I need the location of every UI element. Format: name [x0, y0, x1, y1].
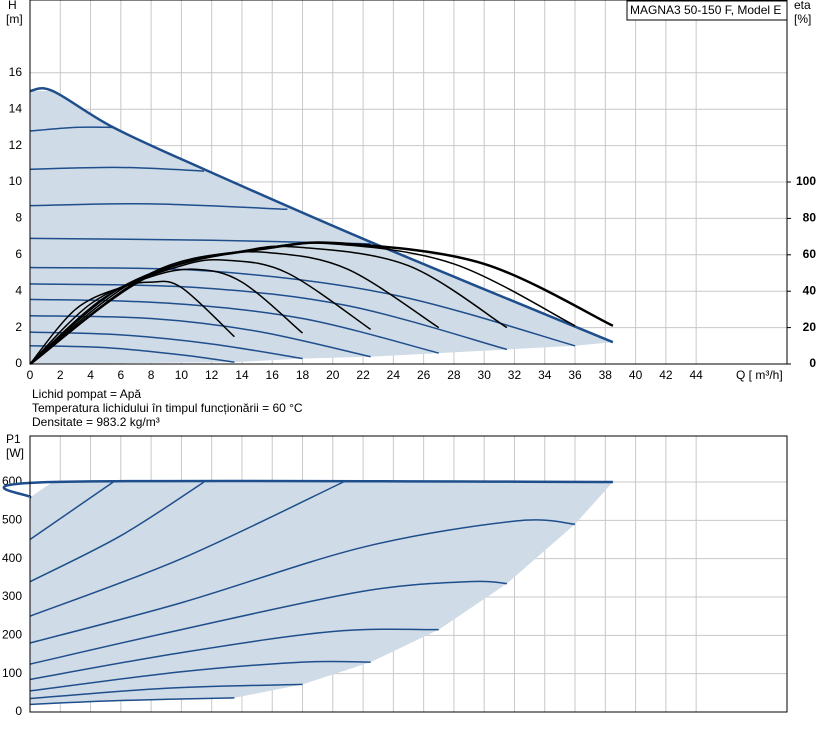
y-tick-label: 200 [2, 628, 22, 642]
efficiency-curve [29, 241, 614, 366]
pump-curve [29, 126, 114, 132]
x-tick-label: 6 [117, 368, 124, 382]
annotation: Densitate = 983.2 kg/m³ [32, 415, 160, 429]
x-tick-label: 8 [148, 368, 155, 382]
y-unit: [W] [6, 446, 24, 460]
annotation: Lichid pompat = Apă [32, 387, 141, 401]
x-tick-label: 30 [478, 368, 492, 382]
x-tick-label: 26 [417, 368, 431, 382]
y-tick-label: 16 [9, 65, 23, 79]
y2-tick-label: 0 [809, 356, 816, 370]
x-tick-label: 10 [175, 368, 189, 382]
x-tick-label: 2 [57, 368, 64, 382]
x-tick-label: 36 [568, 368, 582, 382]
x-tick-label: 18 [296, 368, 310, 382]
x-tick-label: 4 [87, 368, 94, 382]
y-tick-label: 10 [9, 174, 23, 188]
x-tick-label: 32 [508, 368, 522, 382]
x-tick-label: 38 [599, 368, 613, 382]
y2-tick-label: 60 [803, 247, 817, 261]
y-tick-label: 14 [9, 101, 23, 115]
chart-title: MAGNA3 50-150 F, Model E [630, 3, 781, 17]
plot-frame [29, 0, 788, 365]
x-tick-label: 16 [266, 368, 280, 382]
x-tick-label: 28 [447, 368, 461, 382]
y-tick-label: 4 [15, 283, 22, 297]
y-tick-label: 12 [9, 138, 23, 152]
x-tick-label: 42 [659, 368, 673, 382]
pump-curve [29, 683, 303, 700]
y2-tick-label: 100 [796, 174, 816, 188]
y-unit: [m] [6, 12, 23, 26]
y2-label: eta [794, 0, 811, 12]
pump-curve [29, 481, 114, 541]
pump-curve [29, 660, 371, 692]
pump-curve [29, 697, 235, 706]
x-tick-label: 20 [326, 368, 340, 382]
pump-curve [29, 87, 614, 344]
y-tick-label: 6 [15, 247, 22, 261]
x-tick-label: 24 [387, 368, 401, 382]
y-tick-label: 100 [2, 666, 22, 680]
y2-tick-label: 80 [803, 211, 817, 225]
pump-curve [29, 166, 205, 172]
x-tick-label: 34 [538, 368, 552, 382]
x-label: Q [ m³/h] [736, 368, 783, 382]
y-tick-label: 8 [15, 211, 22, 225]
pump-curve [29, 481, 344, 617]
x-tick-label: 12 [205, 368, 219, 382]
y2-tick-label: 20 [803, 320, 817, 334]
model-box [626, 0, 788, 21]
y-label: H [8, 0, 17, 12]
pump-curve [29, 519, 576, 644]
pump-curve [29, 628, 439, 681]
x-tick-label: 14 [235, 368, 249, 382]
pump-curve [29, 202, 288, 211]
operating-area [30, 91, 613, 364]
x-tick-label: 40 [629, 368, 643, 382]
operating-area [30, 482, 613, 705]
x-tick-label: 22 [356, 368, 370, 382]
efficiency-curve [29, 258, 372, 365]
y-tick-label: 400 [2, 551, 22, 565]
y-label: P1 [6, 432, 21, 446]
annotation: Temperatura lichidului în timpul funcțio… [32, 401, 303, 415]
plot-frame [29, 435, 788, 713]
y2-unit: [%] [794, 12, 811, 26]
y-tick-label: 2 [15, 320, 22, 334]
pump-curve [29, 266, 576, 347]
pump-curve [29, 481, 205, 583]
y2-tick-label: 40 [803, 283, 817, 297]
efficiency-curve [29, 268, 304, 365]
y-tick-label: 300 [2, 589, 22, 603]
x-tick-label: 0 [27, 368, 34, 382]
pump-curve [29, 580, 507, 665]
y-tick-label: 500 [2, 513, 22, 527]
pump-curve [2, 479, 613, 499]
pump-curve [29, 283, 508, 351]
y-tick-label: 0 [15, 356, 22, 370]
y-tick-label: 0 [15, 704, 22, 718]
x-tick-label: 44 [689, 368, 703, 382]
pump-curve [29, 345, 235, 363]
